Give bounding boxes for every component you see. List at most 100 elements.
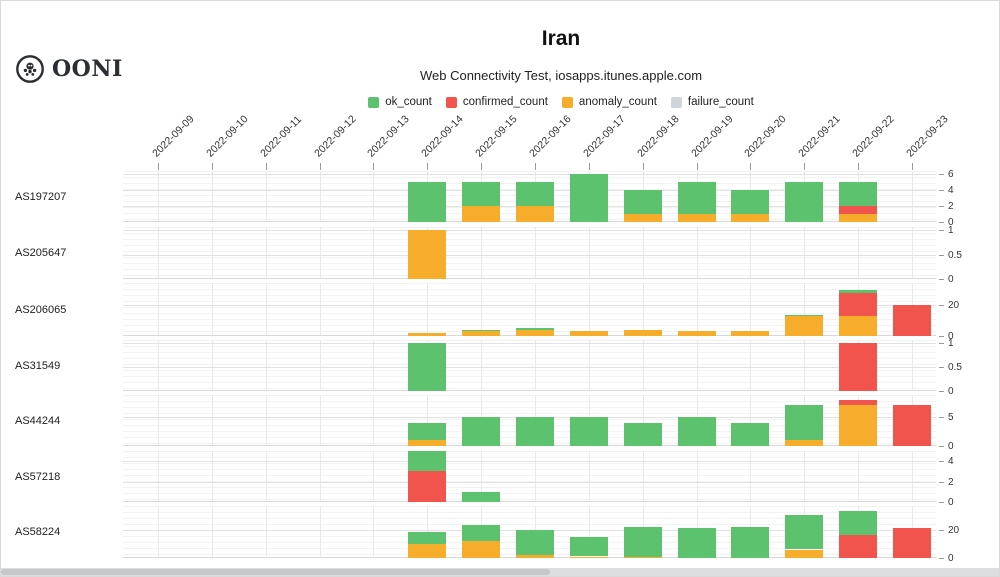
y-tick-mark xyxy=(939,279,944,280)
x-tick-label: 2022-09-18 xyxy=(634,113,682,160)
vertical-gridline xyxy=(373,171,375,222)
bar-AS44244-2022-09-21-ok_count[interactable] xyxy=(785,405,824,441)
bar-AS206065-2022-09-22-anomaly_count[interactable] xyxy=(839,316,878,336)
bar-AS58224-2022-09-15-ok_count[interactable] xyxy=(462,525,501,541)
bar-AS197207-2022-09-20-anomaly_count[interactable] xyxy=(731,214,770,222)
bar-AS197207-2022-09-16-ok_count[interactable] xyxy=(516,182,554,207)
x-tick-label: 2022-09-19 xyxy=(688,113,736,160)
bar-AS44244-2022-09-23-confirmed_count[interactable] xyxy=(893,405,931,446)
bar-AS197207-2022-09-22-confirmed_count[interactable] xyxy=(839,206,878,215)
ooni-logo: OONI xyxy=(15,54,123,84)
legend-label-confirmed_count: confirmed_count xyxy=(462,96,548,108)
bar-AS197207-2022-09-19-anomaly_count[interactable] xyxy=(677,214,716,222)
legend-item-confirmed_count[interactable]: confirmed_count xyxy=(445,96,548,108)
bar-AS197207-2022-09-14-ok_count[interactable] xyxy=(408,182,447,222)
bar-AS58224-2022-09-18-ok_count[interactable] xyxy=(623,526,662,557)
bar-AS197207-2022-09-21-ok_count[interactable] xyxy=(785,182,824,222)
bar-AS197207-2022-09-19-ok_count[interactable] xyxy=(677,182,716,215)
bar-AS58224-2022-09-19-ok_count[interactable] xyxy=(677,528,716,558)
bar-AS197207-2022-09-16-anomaly_count[interactable] xyxy=(516,206,554,222)
bar-AS31549-2022-09-22-confirmed_count[interactable] xyxy=(839,342,878,391)
vertical-gridline xyxy=(373,227,375,279)
x-tick-label: 2022-09-15 xyxy=(473,113,520,160)
bar-AS206065-2022-09-20-anomaly_count[interactable] xyxy=(731,331,770,336)
y-tick-label: 5 xyxy=(948,412,954,423)
bar-AS58224-2022-09-21-ok_count[interactable] xyxy=(785,515,824,550)
vertical-gridline xyxy=(211,283,213,336)
bar-AS58224-2022-09-14-anomaly_count[interactable] xyxy=(408,543,447,558)
legend-item-ok_count[interactable]: ok_count xyxy=(368,96,432,108)
bar-AS58224-2022-09-21-anomaly_count[interactable] xyxy=(785,549,824,558)
vertical-gridline xyxy=(588,506,590,558)
bar-AS57218-2022-09-15-ok_count[interactable] xyxy=(462,491,501,502)
bar-AS58224-2022-09-22-confirmed_count[interactable] xyxy=(839,535,878,558)
vertical-gridline xyxy=(750,227,752,279)
bar-AS197207-2022-09-22-ok_count[interactable] xyxy=(839,182,878,207)
bar-AS206065-2022-09-16-anomaly_count[interactable] xyxy=(516,329,554,336)
x-tick-mark xyxy=(265,163,267,170)
bar-AS58224-2022-09-17-anomaly_count[interactable] xyxy=(569,556,608,558)
bar-AS58224-2022-09-15-anomaly_count[interactable] xyxy=(462,540,501,558)
bar-AS44244-2022-09-14-ok_count[interactable] xyxy=(408,422,447,441)
bar-AS58224-2022-09-16-anomaly_count[interactable] xyxy=(516,555,554,558)
chart-legend: ok_count confirmed_count anomaly_count fail… xyxy=(123,96,999,108)
y-tick-mark xyxy=(939,190,944,192)
bar-AS44244-2022-09-14-anomaly_count[interactable] xyxy=(408,440,447,446)
bar-AS58224-2022-09-20-ok_count[interactable] xyxy=(731,526,770,558)
bar-AS206065-2022-09-16-ok_count[interactable] xyxy=(516,328,554,330)
bar-AS197207-2022-09-15-ok_count[interactable] xyxy=(462,182,501,207)
bar-AS58224-2022-09-16-ok_count[interactable] xyxy=(516,529,554,556)
bar-AS58224-2022-09-23-confirmed_count[interactable] xyxy=(893,528,931,558)
bar-AS58224-2022-09-14-ok_count[interactable] xyxy=(408,532,447,544)
bar-AS197207-2022-09-18-anomaly_count[interactable] xyxy=(623,214,662,222)
horizontal-scrollbar-thumb[interactable] xyxy=(1,569,550,575)
bar-AS206065-2022-09-15-ok_count[interactable] xyxy=(462,329,501,332)
bar-AS206065-2022-09-21-anomaly_count[interactable] xyxy=(785,316,824,336)
legend-item-anomaly_count[interactable]: anomaly_count xyxy=(561,96,657,108)
bar-AS197207-2022-09-20-ok_count[interactable] xyxy=(731,190,770,214)
x-tick-label: 2022-09-13 xyxy=(365,113,412,160)
bar-AS44244-2022-09-22-anomaly_count[interactable] xyxy=(839,405,878,446)
vertical-gridline xyxy=(319,340,321,391)
bar-AS197207-2022-09-18-ok_count[interactable] xyxy=(623,190,662,214)
bar-AS58224-2022-09-18-anomaly_count[interactable] xyxy=(623,556,662,558)
bar-AS206065-2022-09-19-anomaly_count[interactable] xyxy=(677,331,716,336)
bar-AS206065-2022-09-18-anomaly_count[interactable] xyxy=(623,329,662,336)
horizontal-scrollbar[interactable] xyxy=(1,568,999,576)
bar-AS58224-2022-09-22-ok_count[interactable] xyxy=(839,511,878,536)
legend-item-failure_count[interactable]: failure_count xyxy=(670,96,754,108)
vertical-gridline xyxy=(642,340,644,391)
bar-AS44244-2022-09-17-ok_count[interactable] xyxy=(569,417,608,446)
bar-AS44244-2022-09-21-anomaly_count[interactable] xyxy=(785,440,824,446)
bar-AS57218-2022-09-14-ok_count[interactable] xyxy=(408,451,447,472)
bar-AS44244-2022-09-15-ok_count[interactable] xyxy=(462,417,501,446)
bar-AS205647-2022-09-14-anomaly_count[interactable] xyxy=(408,229,447,279)
bar-AS206065-2022-09-23-confirmed_count[interactable] xyxy=(893,305,931,336)
bar-AS206065-2022-09-21-ok_count[interactable] xyxy=(785,314,824,316)
horizontal-gridline xyxy=(123,229,936,231)
bar-AS44244-2022-09-18-ok_count[interactable] xyxy=(623,422,662,446)
vertical-gridline xyxy=(373,340,375,391)
bar-AS44244-2022-09-16-ok_count[interactable] xyxy=(516,417,554,446)
bar-AS44244-2022-09-20-ok_count[interactable] xyxy=(731,422,770,446)
bar-AS206065-2022-09-15-anomaly_count[interactable] xyxy=(462,331,501,336)
bar-AS58224-2022-09-17-ok_count[interactable] xyxy=(569,536,608,557)
vertical-gridline xyxy=(158,340,159,391)
bar-AS206065-2022-09-22-ok_count[interactable] xyxy=(839,289,878,293)
bar-AS44244-2022-09-19-ok_count[interactable] xyxy=(677,417,716,446)
y-tick-mark xyxy=(939,206,944,208)
bar-AS206065-2022-09-17-anomaly_count[interactable] xyxy=(569,331,608,336)
y-tick-label: 0.5 xyxy=(948,249,962,261)
bar-AS44244-2022-09-22-confirmed_count[interactable] xyxy=(839,399,878,406)
vertical-gridline xyxy=(481,451,483,502)
bar-AS197207-2022-09-17-ok_count[interactable] xyxy=(569,174,608,222)
bar-AS206065-2022-09-22-confirmed_count[interactable] xyxy=(839,293,878,316)
y-tick-label: 20 xyxy=(948,300,960,312)
bar-AS197207-2022-09-22-anomaly_count[interactable] xyxy=(839,214,878,222)
bar-AS31549-2022-09-14-ok_count[interactable] xyxy=(408,342,447,391)
y-tick-mark xyxy=(939,417,944,418)
bar-AS206065-2022-09-14-anomaly_count[interactable] xyxy=(408,332,447,336)
y-tick-mark xyxy=(939,529,944,531)
bar-AS57218-2022-09-14-confirmed_count[interactable] xyxy=(408,471,447,502)
bar-AS197207-2022-09-15-anomaly_count[interactable] xyxy=(462,206,501,222)
